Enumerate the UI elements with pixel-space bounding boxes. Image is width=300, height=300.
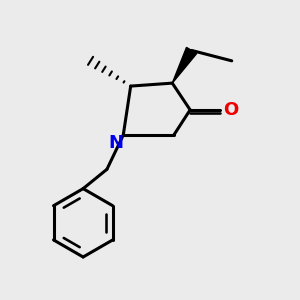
Polygon shape xyxy=(172,47,197,83)
Text: O: O xyxy=(224,101,239,119)
Text: N: N xyxy=(108,134,123,152)
